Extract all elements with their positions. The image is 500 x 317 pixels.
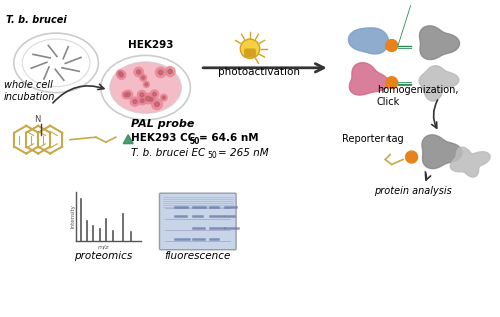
Circle shape [386,77,398,89]
Ellipse shape [101,55,190,120]
Circle shape [144,81,150,87]
Text: HEK293 CC: HEK293 CC [130,133,195,143]
Text: protein analysis: protein analysis [374,186,452,196]
Circle shape [150,98,152,101]
Circle shape [133,100,137,104]
Circle shape [150,90,158,98]
Circle shape [158,70,163,75]
Circle shape [130,97,140,106]
Circle shape [124,93,128,97]
Text: proteomics: proteomics [74,251,132,261]
Circle shape [145,83,148,86]
Circle shape [154,102,160,107]
Text: T. b. brucei EC: T. b. brucei EC [130,148,205,158]
Circle shape [406,151,417,163]
Text: = 64.6 nM: = 64.6 nM [200,133,259,143]
Circle shape [134,67,143,77]
Circle shape [138,97,146,105]
Text: m/z: m/z [98,245,109,250]
Text: whole cell
incubation: whole cell incubation [4,81,55,102]
Circle shape [140,74,146,81]
Circle shape [142,93,154,104]
Text: HEK293: HEK293 [128,40,174,50]
Ellipse shape [22,39,90,87]
Text: n: n [386,136,390,142]
Circle shape [124,90,132,99]
Circle shape [148,96,154,103]
Text: Reporter tag: Reporter tag [342,134,404,144]
Circle shape [120,73,124,77]
Circle shape [140,93,144,97]
Polygon shape [420,26,460,60]
Text: = 265 nM: = 265 nM [218,148,268,158]
Circle shape [138,90,146,99]
Circle shape [160,94,167,101]
Circle shape [152,92,156,96]
Circle shape [117,70,126,79]
Text: 50: 50 [190,137,200,146]
Circle shape [156,67,166,78]
Circle shape [116,70,123,77]
Circle shape [140,99,144,103]
Polygon shape [348,28,389,54]
FancyBboxPatch shape [245,49,255,57]
Text: homogenization,
Click: homogenization, Click [377,85,458,107]
Text: T. b. brucei: T. b. brucei [6,15,67,25]
Circle shape [165,67,175,76]
Circle shape [122,91,130,99]
Circle shape [146,96,150,101]
Circle shape [240,39,260,58]
Polygon shape [450,147,490,177]
Circle shape [150,98,153,100]
Text: photoactivation: photoactivation [218,67,300,77]
Circle shape [162,96,166,99]
Text: fluorescence: fluorescence [164,251,231,261]
Text: 50: 50 [208,152,218,160]
Circle shape [118,72,122,75]
Polygon shape [350,63,389,95]
Circle shape [142,76,144,79]
Circle shape [148,96,154,102]
Circle shape [168,69,172,74]
Text: PAL probe: PAL probe [130,119,194,129]
Circle shape [136,70,141,74]
Ellipse shape [110,62,182,113]
Ellipse shape [14,33,98,93]
Polygon shape [419,66,459,101]
Polygon shape [422,135,462,169]
Text: N: N [34,115,40,124]
Circle shape [126,93,130,96]
Polygon shape [123,135,133,144]
Circle shape [152,99,162,110]
Text: Intensity: Intensity [71,204,76,229]
FancyBboxPatch shape [160,193,236,250]
Circle shape [386,40,398,51]
